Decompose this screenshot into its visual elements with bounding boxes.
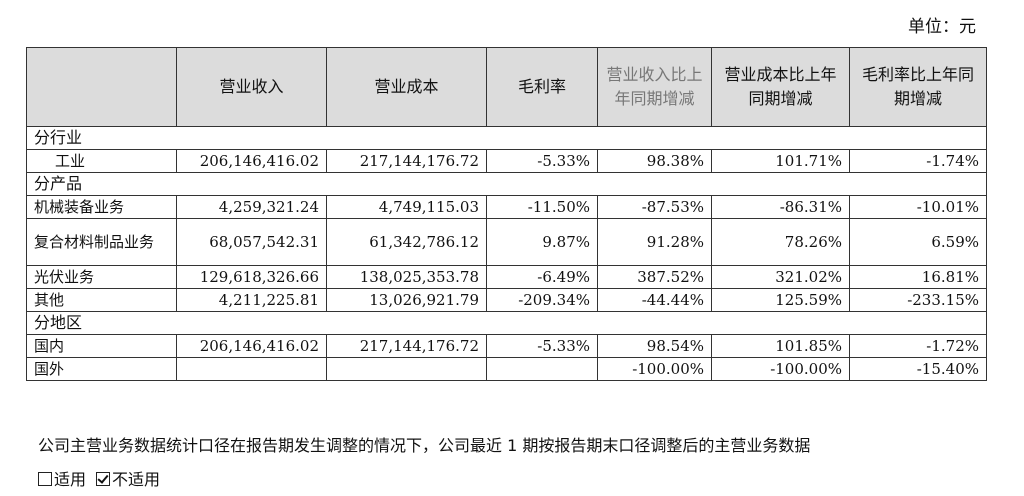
cell-cost: 61,342,786.12	[326, 218, 487, 266]
applicability-options: 适用 不适用	[38, 466, 160, 490]
cell-margin: -5.33%	[486, 334, 598, 358]
header-blank	[26, 47, 177, 127]
option-applicable[interactable]: 适用	[38, 466, 86, 490]
group-row-industry: 分行业	[26, 126, 987, 150]
cell-cost: 4,749,115.03	[326, 195, 487, 219]
checkbox-checked-icon[interactable]	[96, 472, 111, 486]
cell-revenue: 68,057,542.31	[176, 218, 327, 266]
cell-margin	[486, 357, 598, 381]
cell-revenue-yoy: -100.00%	[597, 357, 712, 381]
cell-margin: -11.50%	[486, 195, 598, 219]
cell-margin-yoy: -10.01%	[849, 195, 987, 219]
cell-revenue: 4,259,321.24	[176, 195, 327, 219]
cell-margin-yoy: -15.40%	[849, 357, 987, 381]
table-row: 复合材料制品业务 68,057,542.31 61,342,786.12 9.8…	[26, 218, 987, 266]
header-margin: 毛利率	[486, 47, 598, 127]
table-row: 工业 206,146,416.02 217,144,176.72 -5.33% …	[26, 149, 987, 173]
footnote: 公司主营业务数据统计口径在报告期发生调整的情况下，公司最近 1 期按报告期末口径…	[38, 436, 811, 455]
cell-margin-yoy: -1.74%	[849, 149, 987, 173]
cell-cost: 13,026,921.79	[326, 288, 487, 312]
cell-revenue: 4,211,225.81	[176, 288, 327, 312]
cell-cost: 217,144,176.72	[326, 149, 487, 173]
table-row: 国外 -100.00% -100.00% -15.40%	[26, 357, 987, 381]
checkbox-empty-icon[interactable]	[38, 472, 52, 486]
cell-revenue-yoy: 98.38%	[597, 149, 712, 173]
cell-cost: 138,025,353.78	[326, 265, 487, 289]
cell-revenue-yoy: 91.28%	[597, 218, 712, 266]
option-applicable-label: 适用	[54, 470, 87, 489]
cell-cost: 217,144,176.72	[326, 334, 487, 358]
option-not-applicable-label: 不适用	[112, 470, 161, 489]
cell-cost-yoy: 78.26%	[711, 218, 850, 266]
row-label: 国内	[26, 334, 177, 358]
row-label: 机械装备业务	[26, 195, 177, 219]
cell-revenue: 129,618,326.66	[176, 265, 327, 289]
unit-label: 单位：元	[908, 17, 976, 37]
cell-revenue-yoy: 387.52%	[597, 265, 712, 289]
group-row-product: 分产品	[26, 172, 987, 196]
header-margin-yoy: 毛利率比上年同期增减	[849, 47, 987, 127]
cell-margin-yoy: -233.15%	[849, 288, 987, 312]
table-row: 其他 4,211,225.81 13,026,921.79 -209.34% -…	[26, 288, 987, 312]
header-cost: 营业成本	[326, 47, 487, 127]
cell-margin: -209.34%	[486, 288, 598, 312]
cell-cost-yoy: 125.59%	[711, 288, 850, 312]
cell-cost-yoy: -100.00%	[711, 357, 850, 381]
row-label: 复合材料制品业务	[26, 218, 177, 266]
cell-margin-yoy: 16.81%	[849, 265, 987, 289]
table-row: 光伏业务 129,618,326.66 138,025,353.78 -6.49…	[26, 265, 987, 289]
cell-cost-yoy: -86.31%	[711, 195, 850, 219]
cell-cost	[326, 357, 487, 381]
cell-cost-yoy: 101.71%	[711, 149, 850, 173]
cell-revenue-yoy: 98.54%	[597, 334, 712, 358]
row-label: 国外	[26, 357, 177, 381]
table-row: 国内 206,146,416.02 217,144,176.72 -5.33% …	[26, 334, 987, 358]
cell-revenue: 206,146,416.02	[176, 334, 327, 358]
option-not-applicable[interactable]: 不适用	[96, 466, 160, 490]
header-revenue: 营业收入	[176, 47, 327, 127]
cell-margin: -6.49%	[486, 265, 598, 289]
cell-margin: 9.87%	[486, 218, 598, 266]
header-revenue-yoy: 营业收入比上年同期增减	[597, 47, 712, 127]
row-label: 工业	[26, 149, 177, 173]
group-label-region: 分地区	[26, 311, 987, 335]
group-label-industry: 分行业	[26, 126, 987, 150]
cell-revenue	[176, 357, 327, 381]
row-label: 其他	[26, 288, 177, 312]
cell-margin-yoy: -1.72%	[849, 334, 987, 358]
cell-cost-yoy: 101.85%	[711, 334, 850, 358]
group-row-region: 分地区	[26, 311, 987, 335]
business-data-table: 营业收入 营业成本 毛利率 营业收入比上年同期增减 营业成本比上年同期增减 毛利…	[26, 47, 987, 381]
cell-margin-yoy: 6.59%	[849, 218, 987, 266]
cell-margin: -5.33%	[486, 149, 598, 173]
cell-revenue-yoy: -44.44%	[597, 288, 712, 312]
header-cost-yoy: 营业成本比上年同期增减	[711, 47, 850, 127]
table-row: 机械装备业务 4,259,321.24 4,749,115.03 -11.50%…	[26, 195, 987, 219]
row-label: 光伏业务	[26, 265, 177, 289]
cell-revenue-yoy: -87.53%	[597, 195, 712, 219]
group-label-product: 分产品	[26, 172, 987, 196]
cell-cost-yoy: 321.02%	[711, 265, 850, 289]
cell-revenue: 206,146,416.02	[176, 149, 327, 173]
table-header-row: 营业收入 营业成本 毛利率 营业收入比上年同期增减 营业成本比上年同期增减 毛利…	[26, 47, 987, 127]
